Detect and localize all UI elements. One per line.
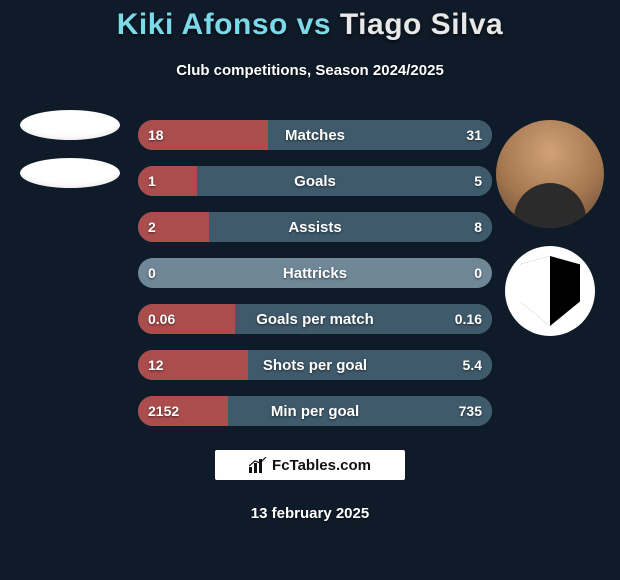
subtitle: Club competitions, Season 2024/2025 — [0, 62, 620, 79]
stat-value-right: 735 — [449, 396, 492, 426]
right-player-avatar — [496, 120, 604, 228]
stat-value-right: 5.4 — [453, 350, 492, 380]
stat-value-left: 1 — [138, 166, 166, 196]
stat-row: Goals per match0.06 0.16 — [138, 304, 492, 334]
stats-table: Matches18 31 Goals1 5 Assists2 8 Hattricks0 0 Go… — [138, 120, 492, 426]
title-right-player: Tiago Silva — [340, 8, 503, 41]
stat-value-right: 31 — [456, 120, 492, 150]
stat-row: Hattricks0 0 — [138, 258, 492, 288]
stat-value-right: 0 — [464, 258, 492, 288]
page-title: Kiki Afonso vs Tiago Silva — [0, 8, 620, 42]
stat-label: Assists — [138, 212, 492, 242]
stat-label: Matches — [138, 120, 492, 150]
stat-value-right: 0.16 — [445, 304, 492, 334]
stat-label: Goals — [138, 166, 492, 196]
left-player-avatar-placeholder — [20, 110, 120, 140]
right-player-column — [490, 120, 610, 336]
comparison-infographic: Kiki Afonso vs Tiago Silva Club competit… — [0, 0, 620, 580]
shield-icon — [520, 256, 580, 326]
stat-label: Hattricks — [138, 258, 492, 288]
brand-text: FcTables.com — [272, 457, 371, 474]
stat-label: Min per goal — [138, 396, 492, 426]
stat-value-left: 2 — [138, 212, 166, 242]
stat-row: Shots per goal12 5.4 — [138, 350, 492, 380]
stat-row: Goals1 5 — [138, 166, 492, 196]
bars-icon — [249, 457, 267, 473]
stat-value-left: 12 — [138, 350, 174, 380]
title-left-player: Kiki Afonso — [117, 8, 288, 41]
stat-value-left: 0.06 — [138, 304, 185, 334]
stat-value-left: 2152 — [138, 396, 189, 426]
title-vs: vs — [297, 8, 340, 41]
stat-value-left: 18 — [138, 120, 174, 150]
right-player-club-crest — [505, 246, 595, 336]
left-player-column — [10, 110, 130, 188]
stat-label: Shots per goal — [138, 350, 492, 380]
brand-badge: FcTables.com — [215, 450, 405, 480]
left-player-club-placeholder — [20, 158, 120, 188]
stat-value-right: 8 — [464, 212, 492, 242]
footer-date: 13 february 2025 — [0, 505, 620, 522]
stat-row: Assists2 8 — [138, 212, 492, 242]
stat-row: Min per goal2152 735 — [138, 396, 492, 426]
stat-value-left: 0 — [138, 258, 166, 288]
stat-label: Goals per match — [138, 304, 492, 334]
stat-value-right: 5 — [464, 166, 492, 196]
stat-row: Matches18 31 — [138, 120, 492, 150]
